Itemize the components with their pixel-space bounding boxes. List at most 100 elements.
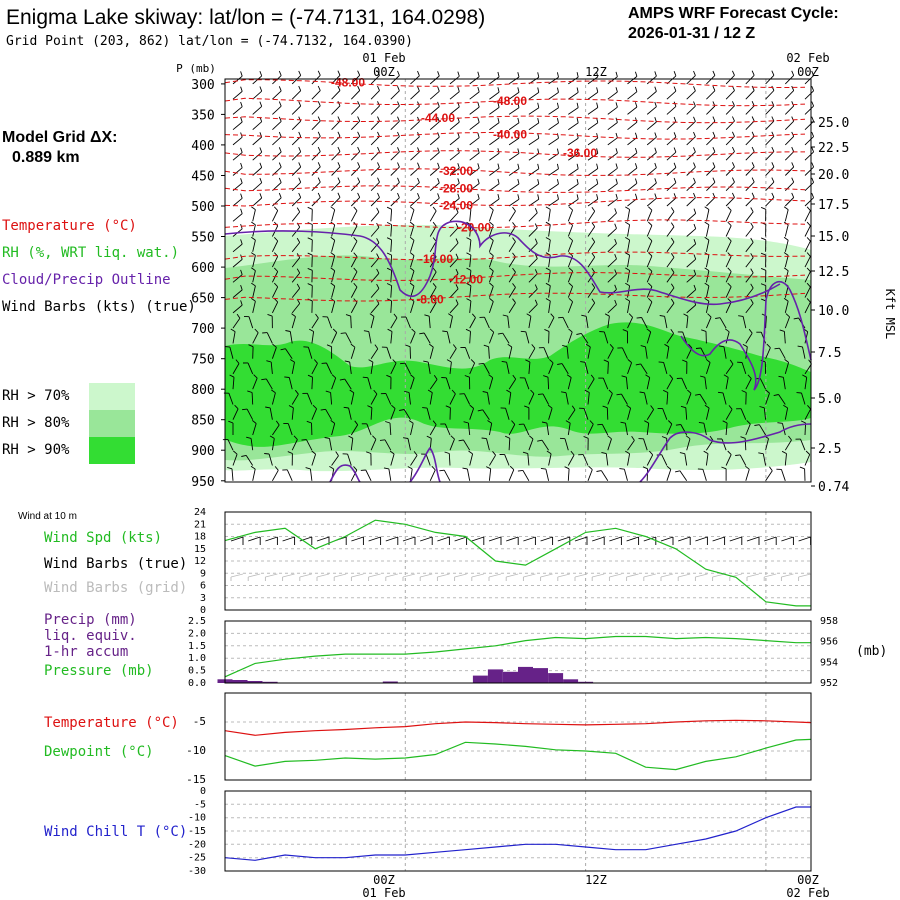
wind-barb	[666, 378, 674, 390]
wind-barb	[561, 363, 569, 375]
surface-wind-barb	[609, 536, 622, 542]
wind-barb	[449, 212, 459, 222]
surface-wind-barb	[488, 536, 502, 542]
precip-bar	[563, 679, 579, 683]
wind-barb-flag	[307, 252, 313, 256]
grid-wind-barb	[506, 573, 519, 578]
wind-barb	[410, 121, 420, 131]
wind-barb	[232, 213, 243, 222]
wind-barb-flag	[576, 87, 579, 93]
wind-barb	[804, 286, 811, 298]
wind-barb	[469, 152, 480, 161]
wind-barb	[745, 120, 755, 131]
wind-barb	[329, 438, 333, 451]
wind-barb-flag	[298, 131, 302, 137]
wind-barb-flag	[386, 252, 392, 256]
wind-barb-flag	[466, 283, 472, 287]
wind-barb-flag	[240, 147, 243, 153]
wind-barb	[706, 197, 716, 207]
wind-barb	[621, 393, 628, 405]
wind-barb	[484, 317, 490, 329]
wind-barb	[681, 378, 688, 390]
wind-barb-flag	[760, 252, 766, 256]
wind-barb-flag	[397, 86, 400, 91]
wind-barb	[291, 151, 302, 161]
wind-barb-flag	[709, 435, 714, 441]
wind-barb	[271, 392, 276, 405]
wind-barb	[350, 90, 361, 100]
wind-barb	[331, 105, 341, 115]
wind-barb	[410, 105, 420, 115]
wind-barb	[508, 91, 520, 100]
wind-barb-flag	[357, 131, 361, 137]
wind-barb-flag	[704, 236, 710, 241]
top-hour-label-3: 00Z	[797, 65, 819, 79]
wind-barb	[765, 470, 773, 482]
temperature-contour	[224, 185, 806, 193]
temperature-contour	[224, 168, 806, 176]
wind-barb-flag	[389, 450, 395, 455]
wind-barb	[548, 239, 551, 252]
wind-barb-flag	[423, 360, 429, 363]
wind-barb-flag	[543, 375, 549, 378]
wind-barb	[365, 469, 372, 481]
wind-barb-flag	[647, 236, 653, 242]
wind-barb	[390, 408, 396, 420]
wind-barb	[307, 347, 313, 359]
wind-barb	[548, 168, 559, 176]
wind-barb	[607, 91, 618, 100]
wind-barb-flag	[280, 348, 286, 351]
wind-barb	[725, 90, 735, 100]
wind-barb	[804, 408, 811, 420]
wind-barb-flag	[727, 267, 732, 272]
wind-barb-flag	[583, 435, 589, 439]
wind-barb-flag	[766, 343, 771, 349]
wind-barb	[607, 137, 618, 146]
wind-barb-flag	[556, 163, 559, 169]
wind-barb	[627, 407, 632, 420]
wind-barb	[232, 377, 235, 390]
wind-barb-flag	[437, 162, 440, 168]
wind-barb	[725, 454, 732, 466]
wind-barb	[528, 348, 536, 359]
grid-wind-barb	[626, 573, 639, 578]
wind-barb	[725, 301, 732, 314]
wind-barb-flag	[509, 465, 515, 471]
wind-barb-flag	[693, 147, 696, 153]
wind-barb-flag	[392, 359, 397, 364]
wind-barb-flag	[307, 237, 313, 241]
wind-barb	[623, 469, 628, 481]
wind-barb	[252, 468, 256, 481]
wind-barb-flag	[670, 222, 675, 228]
wind-barb	[568, 122, 579, 131]
wind-barb	[627, 121, 638, 131]
wind-barb-flag	[634, 147, 638, 153]
wind-barb	[607, 243, 617, 253]
wind-barb	[443, 469, 451, 482]
wind-barb	[390, 300, 393, 313]
wind-barb-flag	[721, 466, 727, 470]
wind-barb	[345, 332, 352, 344]
wind-barb	[745, 105, 755, 115]
wind-barb-flag	[695, 393, 701, 396]
wind-barb	[272, 136, 282, 146]
wind-barb	[686, 121, 696, 131]
wind-barb-flag	[457, 71, 460, 77]
wind-barb-flag	[332, 328, 338, 333]
wind-barb-flag	[240, 208, 243, 214]
wind-barb	[270, 361, 273, 374]
surface-wind-barb	[454, 536, 467, 542]
wind-barb-flag	[534, 223, 538, 229]
legend-wind-barbs: Wind Barbs (kts) (true)	[2, 299, 196, 315]
wind-barb-flag	[783, 236, 789, 241]
wind-barb-flag	[462, 467, 468, 470]
wind-barb	[449, 438, 455, 451]
wind-barb	[627, 255, 631, 268]
surface-wind-barb	[420, 536, 433, 542]
wind-barb-flag	[811, 101, 815, 107]
tick-label: -30	[188, 866, 206, 877]
wind-barb-flag	[357, 116, 361, 122]
wind-barb-flag	[670, 237, 675, 243]
wind-barb	[548, 198, 559, 207]
wind-barb-flag	[659, 315, 665, 317]
